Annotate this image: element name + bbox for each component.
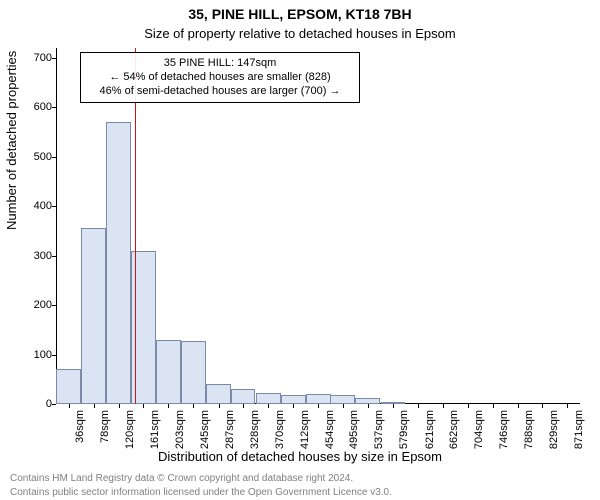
x-tick-mark xyxy=(493,404,494,408)
x-tick-label: 746sqm xyxy=(498,410,510,449)
x-tick-label: 662sqm xyxy=(448,410,460,449)
annotation-box: 35 PINE HILL: 147sqm← 54% of detached ho… xyxy=(80,52,360,103)
x-tick-label: 537sqm xyxy=(373,410,385,449)
x-tick-mark xyxy=(567,404,568,408)
x-tick-mark xyxy=(343,404,344,408)
x-tick-mark xyxy=(143,404,144,408)
chart-subtitle: Size of property relative to detached ho… xyxy=(0,26,600,41)
x-tick-label: 579sqm xyxy=(398,410,410,449)
y-tick-mark xyxy=(52,355,56,356)
histogram-bar xyxy=(330,395,355,404)
y-tick-label: 200 xyxy=(12,299,52,311)
histogram-bar xyxy=(306,394,331,404)
x-tick-mark xyxy=(268,404,269,408)
y-tick-mark xyxy=(52,107,56,108)
x-tick-label: 621sqm xyxy=(424,410,436,449)
histogram-bar xyxy=(81,228,106,404)
x-tick-mark xyxy=(368,404,369,408)
footer-line-2: Contains public sector information licen… xyxy=(10,487,392,498)
y-tick-label: 600 xyxy=(12,101,52,113)
x-tick-mark xyxy=(94,404,95,408)
x-tick-label: 328sqm xyxy=(249,410,261,449)
x-tick-label: 454sqm xyxy=(324,410,336,449)
footer-line-1: Contains HM Land Registry data © Crown c… xyxy=(10,473,353,484)
x-tick-label: 78sqm xyxy=(99,410,111,443)
y-tick-mark xyxy=(52,58,56,59)
y-tick-label: 700 xyxy=(12,52,52,64)
x-tick-mark xyxy=(69,404,70,408)
x-tick-label: 370sqm xyxy=(274,410,286,449)
x-tick-label: 120sqm xyxy=(124,410,136,449)
x-tick-mark xyxy=(193,404,194,408)
x-tick-label: 203sqm xyxy=(174,410,186,449)
y-axis-line xyxy=(56,48,57,404)
x-tick-label: 412sqm xyxy=(299,410,311,449)
x-tick-label: 245sqm xyxy=(199,410,211,449)
annotation-line: 35 PINE HILL: 147sqm xyxy=(89,57,351,71)
y-tick-label: 100 xyxy=(12,349,52,361)
x-tick-label: 871sqm xyxy=(573,410,585,449)
y-tick-mark xyxy=(52,256,56,257)
chart-title: 35, PINE HILL, EPSOM, KT18 7BH xyxy=(0,6,600,22)
annotation-line: 46% of semi-detached houses are larger (… xyxy=(89,85,351,99)
y-tick-label: 400 xyxy=(12,200,52,212)
y-tick-mark xyxy=(52,206,56,207)
x-tick-mark xyxy=(318,404,319,408)
x-tick-mark xyxy=(293,404,294,408)
histogram-bar xyxy=(56,369,81,404)
x-tick-label: 161sqm xyxy=(149,410,161,449)
x-tick-mark xyxy=(518,404,519,408)
histogram-bar xyxy=(231,389,256,404)
chart-container: 35, PINE HILL, EPSOM, KT18 7BH Size of p… xyxy=(0,0,600,500)
x-tick-label: 704sqm xyxy=(473,410,485,449)
histogram-bar xyxy=(106,122,131,404)
histogram-bar xyxy=(181,341,206,404)
x-tick-label: 788sqm xyxy=(523,410,535,449)
x-tick-mark xyxy=(418,404,419,408)
x-tick-mark xyxy=(443,404,444,408)
x-tick-mark xyxy=(243,404,244,408)
y-tick-label: 300 xyxy=(12,250,52,262)
x-axis-label: Distribution of detached houses by size … xyxy=(0,449,600,464)
x-tick-mark xyxy=(219,404,220,408)
y-tick-mark xyxy=(52,157,56,158)
x-tick-label: 36sqm xyxy=(74,410,86,443)
x-tick-label: 287sqm xyxy=(224,410,236,449)
x-tick-mark xyxy=(542,404,543,408)
x-tick-mark xyxy=(468,404,469,408)
y-tick-label: 0 xyxy=(12,398,52,410)
x-tick-mark xyxy=(119,404,120,408)
y-tick-mark xyxy=(52,404,56,405)
x-tick-label: 495sqm xyxy=(348,410,360,449)
x-tick-mark xyxy=(168,404,169,408)
annotation-line: ← 54% of detached houses are smaller (82… xyxy=(89,71,351,85)
histogram-bar xyxy=(156,340,181,404)
y-tick-mark xyxy=(52,305,56,306)
histogram-bar xyxy=(281,395,306,404)
histogram-bar xyxy=(256,393,281,404)
histogram-bar xyxy=(206,384,231,404)
x-tick-label: 829sqm xyxy=(548,410,560,449)
x-tick-mark xyxy=(393,404,394,408)
y-tick-label: 500 xyxy=(12,151,52,163)
